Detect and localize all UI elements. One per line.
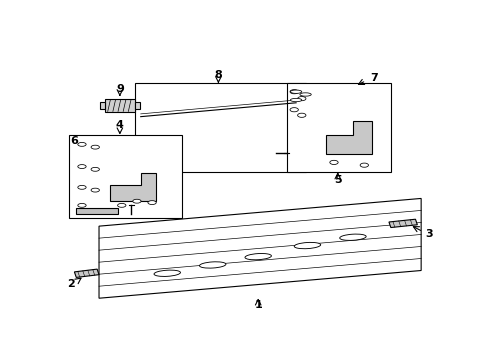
Text: 9: 9 [116,84,123,94]
Ellipse shape [329,160,338,165]
Ellipse shape [199,262,225,268]
Bar [286,84,390,172]
Bar [76,208,118,214]
Ellipse shape [297,113,305,117]
Ellipse shape [91,145,99,149]
Bar [135,84,305,172]
Ellipse shape [78,143,86,146]
Text: 7: 7 [369,73,377,83]
Polygon shape [99,198,420,298]
Polygon shape [110,174,156,201]
Ellipse shape [78,165,86,168]
Ellipse shape [299,93,311,96]
Ellipse shape [154,270,180,276]
Text: 8: 8 [214,70,222,80]
Ellipse shape [91,188,99,192]
Polygon shape [326,121,371,154]
Text: 4: 4 [116,120,123,130]
Ellipse shape [289,90,298,94]
Ellipse shape [244,253,271,260]
Ellipse shape [289,108,298,112]
Ellipse shape [78,185,86,189]
Ellipse shape [78,203,86,207]
Ellipse shape [339,234,366,240]
Ellipse shape [147,201,156,204]
Text: 5: 5 [333,175,341,185]
Ellipse shape [297,96,305,101]
Text: 2: 2 [66,279,74,289]
Ellipse shape [290,98,301,102]
Bar [68,135,182,218]
Ellipse shape [132,199,141,203]
Bar [135,102,139,109]
Ellipse shape [117,203,126,207]
Polygon shape [388,219,416,228]
Bar [104,99,135,112]
Ellipse shape [91,167,99,171]
Ellipse shape [290,90,301,93]
Text: 6: 6 [70,136,78,146]
Text: 3: 3 [424,229,432,239]
Bar [100,102,104,109]
Ellipse shape [294,242,320,249]
Text: 1: 1 [254,300,262,310]
Polygon shape [74,269,99,278]
Ellipse shape [359,163,368,167]
